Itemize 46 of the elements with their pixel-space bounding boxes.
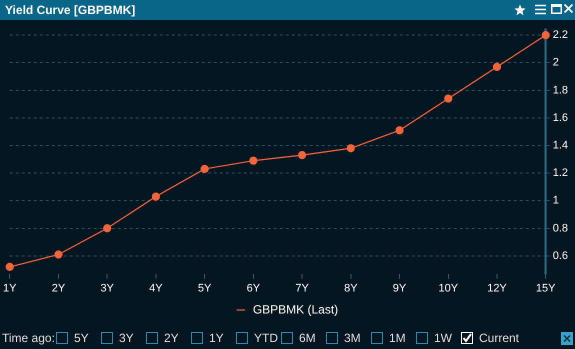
y-tick-label: 1.4 — [552, 140, 568, 152]
x-tick-label: 8Y — [344, 282, 358, 294]
text: YTD — [254, 331, 278, 345]
x-tick-label: 6Y — [246, 282, 261, 294]
point — [298, 151, 306, 160]
y-tick-label: 0.6 — [552, 250, 568, 262]
text: 5Y — [74, 331, 89, 345]
text: 1M — [389, 331, 406, 345]
point — [54, 250, 63, 259]
text: 1W — [434, 331, 452, 345]
x-tick-label: 9Y — [392, 282, 407, 294]
point — [200, 164, 209, 174]
point — [444, 94, 452, 103]
y-tick-label: 1.2 — [552, 167, 568, 180]
y-tick-label: 1.8 — [552, 84, 568, 96]
text: Current — [479, 331, 520, 345]
text: 2Y — [164, 331, 179, 345]
text: 6M — [299, 331, 316, 345]
text: Time ago: — [2, 331, 55, 345]
x-tick-label: 4Y — [149, 282, 164, 294]
y-tick-label: 0.8 — [552, 222, 568, 234]
x-tick-label: 12Y — [487, 282, 508, 294]
x-tick-label: 10Y — [438, 282, 459, 294]
y-tick-label: 1 — [552, 194, 559, 207]
point — [346, 144, 355, 152]
y-tick-label: 2 — [552, 56, 559, 69]
x-tick-label: 15Y — [536, 282, 556, 294]
point — [103, 224, 112, 232]
text: 1Y — [209, 331, 224, 345]
y-tick-label: 1.6 — [552, 112, 568, 124]
point — [542, 31, 550, 40]
x-tick-label: 3Y — [100, 282, 115, 294]
point — [492, 62, 502, 71]
legend-label: GBPBMK (Last) — [252, 302, 338, 316]
chart-title: Yield Curve [GBPBMK] — [5, 3, 136, 17]
point — [249, 156, 258, 165]
text: 3Y — [119, 331, 134, 345]
x-tick-label: 7Y — [295, 282, 310, 294]
x-tick-label: 5Y — [198, 282, 212, 294]
x-tick-label: 1Y — [2, 282, 18, 294]
point — [6, 262, 14, 271]
text: 3M — [344, 331, 361, 345]
y-tick-label: 2.2 — [552, 29, 568, 42]
point — [152, 192, 160, 201]
point — [395, 126, 404, 134]
x-tick-label: 2Y — [52, 282, 66, 294]
